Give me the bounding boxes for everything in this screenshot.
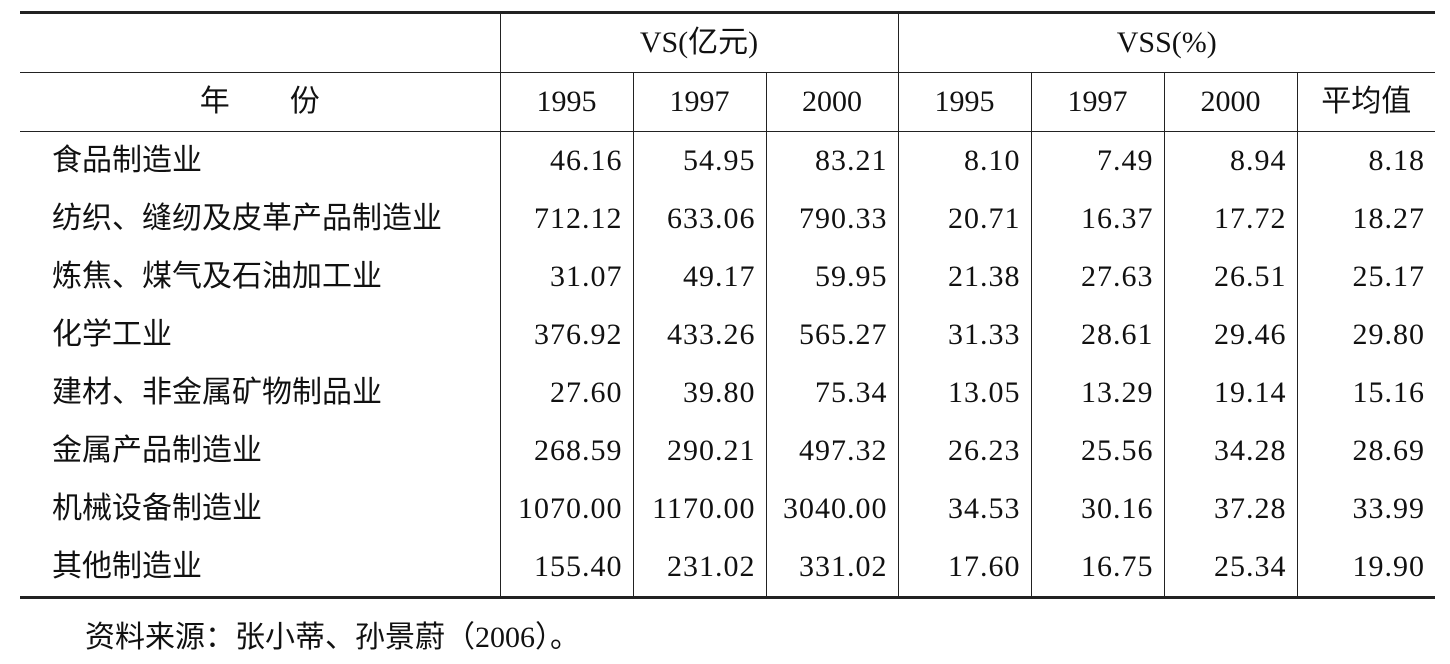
value-cell: 19.90 [1296,538,1436,599]
value-cell: 21.38 [897,248,1031,306]
value-cell: 31.07 [499,248,633,306]
value-cell: 29.80 [1296,306,1436,364]
value-cell: 16.75 [1030,538,1164,599]
value-cell: 1170.00 [632,480,766,538]
header-cell: 1995 [499,72,633,132]
table-row: 炼焦、煤气及石油加工业 31.07 49.17 59.95 21.38 27.63 26.5… [20,248,1436,306]
header-cell: 1997 [632,72,766,132]
value-cell: 13.05 [897,364,1031,422]
table-row: 纺织、缝纫及皮革产品制造业 712.12 633.06 790.33 20.71 16.3… [20,190,1436,248]
value-cell: 268.59 [499,422,633,480]
header-row: VS(亿元) VSS(%) [20,11,1436,73]
table-row: 其他制造业 155.40 231.02 331.02 17.60 16.75 25.34 19… [20,538,1436,599]
value-cell: 15.16 [1296,364,1436,422]
value-cell: 28.61 [1030,306,1164,364]
value-cell: 54.95 [632,131,766,190]
row-label: 其他制造业 [20,538,500,599]
value-cell: 25.56 [1030,422,1164,480]
header-cell: 1995 [897,72,1031,132]
value-cell: 25.34 [1163,538,1297,599]
value-cell: 75.34 [765,364,898,422]
table-row: 机械设备制造业 1070.00 1170.00 3040.00 34.53 30.16 37… [20,480,1436,538]
value-cell: 376.92 [499,306,633,364]
table-row: 化学工业 376.92 433.26 565.27 31.33 28.61 29.46 29.… [20,306,1436,364]
value-cell: 34.28 [1163,422,1297,480]
value-cell: 565.27 [765,306,898,364]
value-cell: 13.29 [1030,364,1164,422]
value-cell: 29.46 [1163,306,1297,364]
row-label: 金属产品制造业 [52,434,262,467]
row-label: 建材、非金属矿物制品业 [52,376,382,409]
row-label: 食品制造业 [52,144,202,177]
data-table: VS(亿元) VSS(%) 年 份 1995 1997 2000 1995 1997 2000 平… [20,11,1436,599]
value-cell: 27.63 [1030,248,1164,306]
value-cell: 27.60 [499,364,633,422]
value-cell: 16.37 [1030,190,1164,248]
value-cell: 26.51 [1163,248,1297,306]
value-cell: 34.53 [897,480,1031,538]
value-cell: 7.49 [1030,131,1164,190]
value-cell: 497.32 [765,422,898,480]
header-cell: 2000 [1163,72,1297,132]
header-group: VS(亿元) [499,11,898,73]
row-label: 炼焦、煤气及石油加工业 [52,260,382,293]
value-cell: 30.16 [1030,480,1164,538]
value-cell: 18.27 [1296,190,1436,248]
header-group: VSS(%) [897,11,1436,73]
value-cell: 231.02 [632,538,766,599]
value-cell: 331.02 [765,538,898,599]
value-cell: 59.95 [765,248,898,306]
value-cell: 633.06 [632,190,766,248]
row-label: 纺织、缝纫及皮革产品制造业 [52,202,442,235]
value-cell: 25.17 [1296,248,1436,306]
row-label: 化学工业 [52,318,172,351]
value-cell: 790.33 [765,190,898,248]
value-cell: 37.28 [1163,480,1297,538]
header-cell: 1997 [1030,72,1164,132]
header-cell: 2000 [765,72,898,132]
value-cell: 712.12 [499,190,633,248]
value-cell: 19.14 [1163,364,1297,422]
value-cell: 20.71 [897,190,1031,248]
value-cell: 290.21 [632,422,766,480]
value-cell: 31.33 [897,306,1031,364]
header-cell: 年 份 [20,72,500,132]
value-cell: 1070.00 [499,480,633,538]
header-cell: 平均值 [1296,72,1436,132]
value-cell: 46.16 [499,131,633,190]
value-cell: 8.94 [1163,131,1297,190]
value-cell: 3040.00 [765,480,898,538]
value-cell: 28.69 [1296,422,1436,480]
source-note: 资料来源：张小蒂、孙景蔚（2006）。 [85,621,580,654]
table-row: 建材、非金属矿物制品业 27.60 39.80 75.34 13.05 13.29 19.1… [20,364,1436,422]
value-cell: 83.21 [765,131,898,190]
value-cell: 17.72 [1163,190,1297,248]
value-cell: 433.26 [632,306,766,364]
row-label: 机械设备制造业 [52,492,262,525]
table-row: 食品制造业 46.16 54.95 83.21 8.10 7.49 8.94 8.18 [20,131,1436,190]
value-cell: 39.80 [632,364,766,422]
header-cell [20,11,500,73]
value-cell: 49.17 [632,248,766,306]
table-row: 金属产品制造业 268.59 290.21 497.32 26.23 25.56 34.28… [20,422,1436,480]
value-cell: 8.18 [1296,131,1436,190]
value-cell: 17.60 [897,538,1031,599]
value-cell: 155.40 [499,538,633,599]
value-cell: 8.10 [897,131,1031,190]
value-cell: 26.23 [897,422,1031,480]
header-row: 年 份 1995 1997 2000 1995 1997 2000 平均值 [20,72,1436,132]
value-cell: 33.99 [1296,480,1436,538]
